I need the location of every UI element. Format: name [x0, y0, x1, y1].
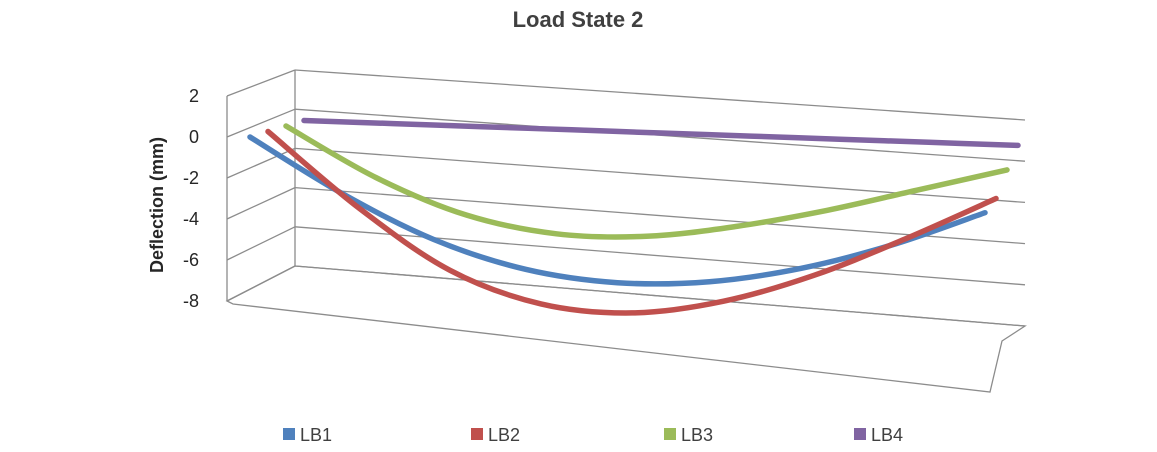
series-line-lb4: [301, 117, 1021, 149]
gridline: [294, 69, 1026, 121]
gridline: [294, 147, 1026, 204]
legend-label: LB2: [488, 425, 520, 445]
legend-item-lb3: LB3: [664, 425, 713, 445]
legend-item-lb4: LB4: [854, 425, 903, 445]
chart-title: Load State 2: [513, 7, 644, 32]
legend-swatch: [854, 428, 866, 440]
legend-swatch: [283, 428, 295, 440]
y-tick-label: 0: [189, 127, 199, 147]
legend-label: LB1: [300, 425, 332, 445]
y-tick-label: -6: [183, 250, 199, 270]
legend: LB1 LB2 LB3 LB4: [283, 425, 903, 445]
gridline-side: [226, 108, 296, 138]
legend-label: LB4: [871, 425, 903, 445]
y-axis-label: Deflection (mm): [147, 137, 167, 273]
series-line-lb2: [265, 128, 999, 316]
legend-item-lb1: LB1: [283, 425, 332, 445]
gridline-side: [226, 187, 296, 220]
series-line-lb3: [283, 123, 1010, 240]
chart-floor: [225, 265, 1027, 393]
gridline-side: [226, 226, 296, 261]
gridline-side: [226, 147, 296, 179]
grid: [225, 69, 1027, 393]
y-tick-label: -4: [183, 209, 199, 229]
y-tick-label: -2: [183, 168, 199, 188]
gridline: [294, 226, 1026, 286]
gridline-side: [226, 69, 296, 97]
series-line-lb1: [247, 134, 988, 287]
series-lines: [247, 117, 1021, 316]
legend-swatch: [471, 428, 483, 440]
legend-label: LB3: [681, 425, 713, 445]
y-tick-label: 2: [189, 86, 199, 106]
y-axis-ticks: 2 0 -2 -4 -6 -8: [183, 86, 199, 311]
y-tick-label: -8: [183, 291, 199, 311]
legend-item-lb2: LB2: [471, 425, 520, 445]
legend-swatch: [664, 428, 676, 440]
